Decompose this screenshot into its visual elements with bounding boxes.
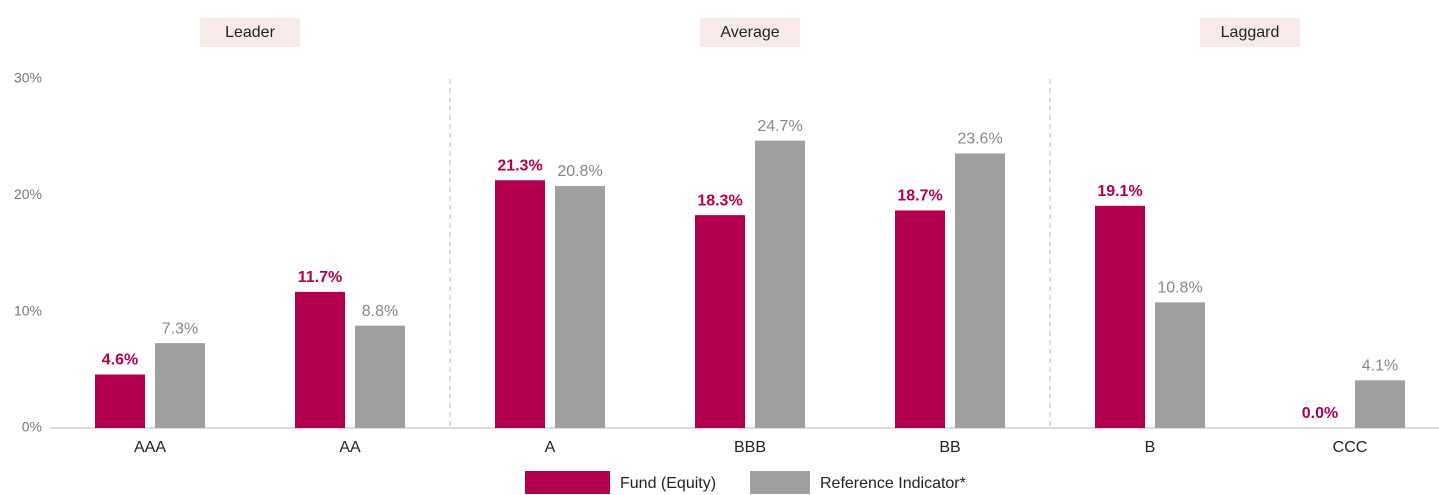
group-label-bg xyxy=(1200,18,1300,47)
bar xyxy=(555,186,605,428)
x-tick-label: B xyxy=(1145,439,1156,456)
bar xyxy=(355,325,405,428)
bar xyxy=(895,210,945,428)
value-label: 21.3% xyxy=(497,157,542,174)
value-label: 4.6% xyxy=(102,352,138,369)
value-label: 23.6% xyxy=(957,131,1002,148)
value-label: 8.8% xyxy=(362,303,398,320)
legend-label: Fund (Equity) xyxy=(620,475,716,492)
bar xyxy=(1095,205,1145,428)
y-tick-label: 10% xyxy=(14,302,42,318)
bar xyxy=(755,140,805,428)
x-tick-label: CCC xyxy=(1333,439,1368,456)
bar xyxy=(495,180,545,428)
value-label: 18.7% xyxy=(897,188,942,205)
legend-swatch xyxy=(525,471,610,494)
bar xyxy=(695,215,745,428)
y-tick-label: 30% xyxy=(14,70,42,86)
value-label: 18.3% xyxy=(697,192,742,209)
legend-label: Reference Indicator* xyxy=(820,475,966,492)
legend-swatch xyxy=(750,471,810,494)
group-label: Laggard xyxy=(1221,24,1280,41)
x-tick-label: A xyxy=(545,439,556,456)
value-label: 19.1% xyxy=(1097,183,1142,200)
bar xyxy=(1155,302,1205,428)
x-tick-label: BBB xyxy=(734,439,766,456)
value-label: 24.7% xyxy=(757,118,802,135)
bar xyxy=(955,153,1005,428)
value-label: 4.1% xyxy=(1362,358,1398,375)
bar xyxy=(1355,380,1405,428)
group-label-bg xyxy=(200,18,300,47)
group-label: Leader xyxy=(225,24,275,41)
value-label: 7.3% xyxy=(162,320,198,337)
y-tick-label: 20% xyxy=(14,186,42,202)
value-label: 10.8% xyxy=(1157,280,1202,297)
x-tick-label: BB xyxy=(939,439,960,456)
y-tick-label: 0% xyxy=(22,419,42,435)
x-tick-label: AA xyxy=(339,439,361,456)
bar xyxy=(295,291,345,428)
value-label: 11.7% xyxy=(298,269,342,286)
value-label: 0.0% xyxy=(1302,405,1338,422)
x-tick-label: AAA xyxy=(134,439,166,456)
group-label: Average xyxy=(720,24,779,41)
bar xyxy=(95,374,145,428)
value-label: 20.8% xyxy=(557,163,602,180)
bar xyxy=(155,343,205,428)
group-label-bg xyxy=(700,18,800,47)
